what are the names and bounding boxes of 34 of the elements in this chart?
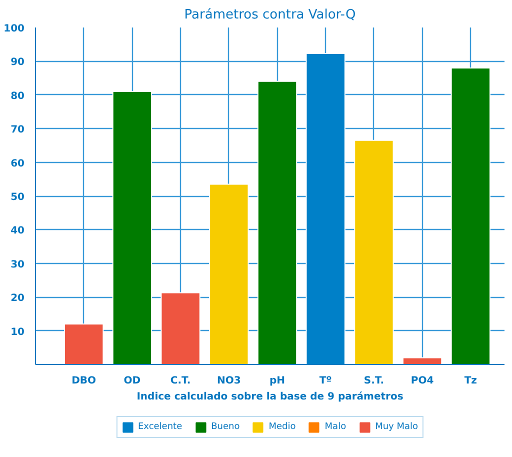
y-tick-label: 90 [10,57,25,68]
bar [257,80,298,364]
y-tick-label: 20 [10,293,25,304]
x-tick-label: DBO [72,376,96,386]
bar [450,67,490,364]
x-tick-label: Tz [464,376,478,386]
bar [112,91,152,364]
x-tick-label: S.T. [364,376,384,386]
chart-title: Parámetros contra Valor-Q [184,8,356,22]
y-tick-label: 40 [10,226,25,237]
x-axis-title: Indice calculado sobre la base de 9 parámetros [136,392,404,402]
x-tick-label: C.T. [170,376,191,386]
legend-label: Muy Malo [375,421,418,433]
bar [64,324,104,364]
bar [354,140,394,364]
bar [160,292,200,364]
legend-label: Excelente [138,421,182,433]
x-tick-label: OD [124,376,141,386]
y-tick-label: 80 [10,90,25,102]
y-tick-label: 30 [10,259,25,270]
x-tick-label: PO4 [410,376,434,386]
y-tick-label: 10 [10,326,25,338]
y-tick-label: 100 [4,24,25,34]
y-tick-label: 60 [10,158,25,170]
y-tick-label: 50 [10,192,25,203]
legend-label: Bueno [211,421,240,433]
x-tick-label: NO3 [216,376,241,386]
x-tick-label: pH [269,376,286,386]
bar [402,357,442,364]
x-tick-label: Tº [319,376,332,386]
legend-label: Malo [324,421,346,433]
bar [209,184,249,364]
y-tick-label: 70 [10,124,25,136]
legend-label: Medio [268,421,296,433]
